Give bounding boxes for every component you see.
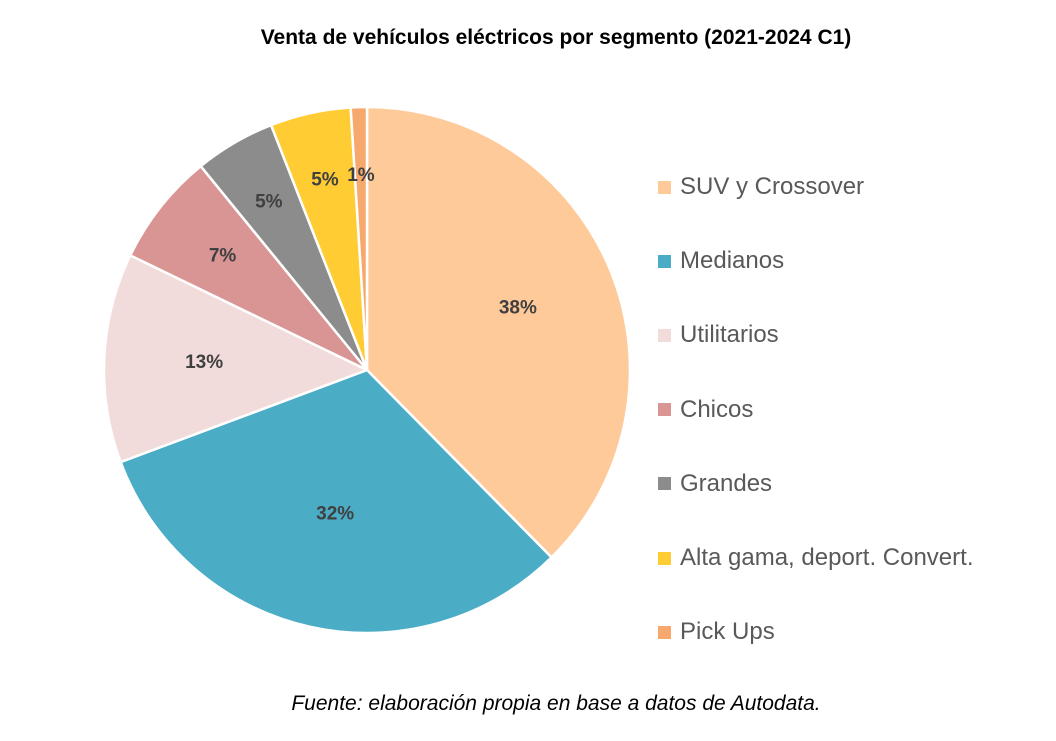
legend-label: Medianos [680, 247, 785, 275]
legend-label: Alta gama, deport. Convert. [680, 544, 974, 572]
slice-label-medianos: 32% [316, 503, 354, 524]
legend-item-pick-ups: Pick Ups [658, 595, 1048, 669]
legend-swatch [658, 403, 671, 417]
legend-label: Pick Ups [680, 618, 775, 646]
pie-slice-medianos [119, 368, 553, 635]
pie-slices [102, 105, 632, 635]
legend-label: SUV y Crossover [680, 173, 865, 201]
slice-label-grandes: 5% [255, 191, 283, 212]
chart-title: Venta de vehículos eléctricos por segmen… [260, 26, 852, 49]
legend-item-alta-gama-deport-convert: Alta gama, deport. Convert. [658, 521, 1048, 595]
legend-swatch [658, 551, 671, 565]
legend-item-grandes: Grandes [658, 447, 1048, 521]
legend-label: Grandes [680, 469, 773, 497]
legend-label: Chicos [680, 395, 754, 423]
chart-legend: SUV y Crossover Medianos Utilitarios Chicos… [658, 150, 1048, 669]
legend-swatch [658, 477, 671, 491]
pie-slice-chicos [129, 164, 369, 372]
pie-slice-suv-y-crossover [365, 105, 632, 559]
slice-label-chicos: 7% [209, 245, 237, 266]
legend-item-utilitarios: Utilitarios [658, 298, 1048, 372]
legend-swatch [658, 180, 671, 194]
legend-label: Utilitarios [680, 321, 779, 349]
legend-item-suv-y-crossover: SUV y Crossover [658, 150, 1048, 224]
legend-item-medianos: Medianos [658, 224, 1048, 298]
legend-swatch [658, 254, 671, 268]
source-note: Fuente: elaboración propia en base a dat… [291, 692, 821, 715]
slice-label-alta-gama-deport-convert: 5% [311, 169, 339, 190]
slice-label-suv-y-crossover: 38% [499, 298, 537, 319]
legend-swatch [658, 328, 671, 342]
pie-slice-labels: 38% 32% 13% 7% 5% 5% 1% [185, 165, 537, 524]
legend-item-chicos: Chicos [658, 373, 1048, 447]
pie-slice-utilitarios [102, 254, 369, 464]
slice-label-pick-ups: 1% [347, 165, 375, 186]
slice-label-utilitarios: 13% [185, 352, 223, 373]
pie-slice-pick-ups [349, 105, 369, 372]
legend-swatch [658, 625, 671, 639]
